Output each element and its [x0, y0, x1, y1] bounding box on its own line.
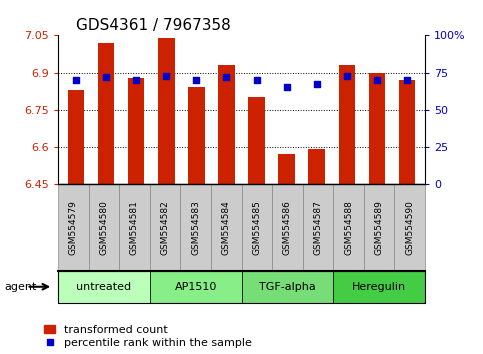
Point	[403, 77, 411, 83]
Bar	[158, 38, 174, 184]
Bar	[68, 90, 85, 184]
Point	[102, 74, 110, 80]
Text: untreated: untreated	[76, 282, 131, 292]
Bar	[218, 65, 235, 184]
Text: GSM554579: GSM554579	[69, 200, 78, 255]
Point	[223, 74, 230, 80]
Legend: transformed count, percentile rank within the sample: transformed count, percentile rank withi…	[44, 325, 252, 348]
Text: AP1510: AP1510	[174, 282, 217, 292]
Bar	[398, 80, 415, 184]
Point	[373, 77, 381, 83]
Bar	[339, 65, 355, 184]
Bar	[128, 78, 144, 184]
Point	[253, 77, 260, 83]
Text: TGF-alpha: TGF-alpha	[259, 282, 316, 292]
Point	[313, 82, 321, 87]
Bar	[188, 87, 205, 184]
Text: GSM554588: GSM554588	[344, 200, 353, 255]
Point	[193, 77, 200, 83]
Point	[132, 77, 140, 83]
Bar	[98, 43, 114, 184]
Point	[72, 77, 80, 83]
Point	[343, 73, 351, 78]
Text: GSM554580: GSM554580	[99, 200, 108, 255]
Text: GSM554584: GSM554584	[222, 200, 231, 255]
Text: GDS4361 / 7967358: GDS4361 / 7967358	[76, 18, 231, 33]
Text: GSM554582: GSM554582	[160, 200, 170, 255]
Point	[162, 73, 170, 78]
Text: agent: agent	[5, 282, 37, 292]
Text: GSM554583: GSM554583	[191, 200, 200, 255]
Bar	[369, 73, 385, 184]
Text: GSM554590: GSM554590	[405, 200, 414, 255]
Text: Heregulin: Heregulin	[352, 282, 406, 292]
Bar	[248, 97, 265, 184]
Bar	[278, 154, 295, 184]
Text: GSM554585: GSM554585	[252, 200, 261, 255]
Text: GSM554586: GSM554586	[283, 200, 292, 255]
Point	[283, 85, 290, 90]
Text: GSM554589: GSM554589	[375, 200, 384, 255]
Text: GSM554581: GSM554581	[130, 200, 139, 255]
Text: GSM554587: GSM554587	[313, 200, 323, 255]
Bar	[309, 149, 325, 184]
